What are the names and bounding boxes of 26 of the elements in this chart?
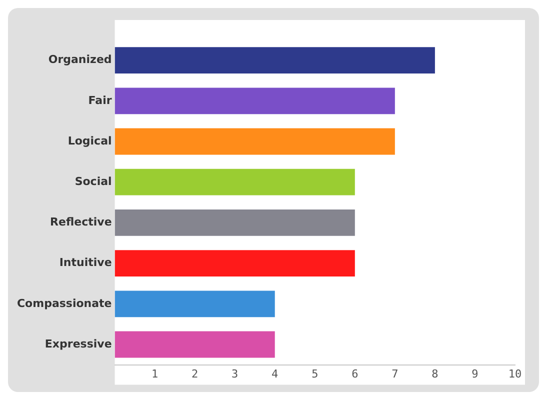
bar <box>114 210 355 236</box>
bar <box>114 290 275 318</box>
y-tick-label: Logical <box>68 134 112 148</box>
x-tick-label: 9 <box>472 367 478 380</box>
x-tick-label: 2 <box>192 367 198 380</box>
x-tick-label: 7 <box>392 367 398 380</box>
x-tick-label: 5 <box>312 367 318 380</box>
y-tick-label: Intuitive <box>59 256 112 270</box>
y-tick-label: Expressive <box>44 337 112 350</box>
y-tick-label: Organized <box>48 53 112 66</box>
y-tick-label: Fair <box>88 94 112 107</box>
x-tick-label: 1 <box>151 367 158 380</box>
x-tick-label: 8 <box>432 367 438 380</box>
bar <box>114 250 355 276</box>
bar <box>114 331 275 358</box>
x-tick-label: 3 <box>232 367 238 380</box>
bar <box>114 88 395 114</box>
y-tick-label: Compassionate <box>16 296 112 310</box>
x-tick-label: 6 <box>352 367 358 380</box>
bar <box>114 168 355 196</box>
x-tick-label: 10 <box>508 367 522 380</box>
bar <box>114 128 395 155</box>
y-tick-label: Reflective <box>50 216 112 229</box>
x-tick-label: 4 <box>272 367 279 380</box>
bar <box>114 47 435 74</box>
y-tick-label: Social <box>74 174 112 188</box>
